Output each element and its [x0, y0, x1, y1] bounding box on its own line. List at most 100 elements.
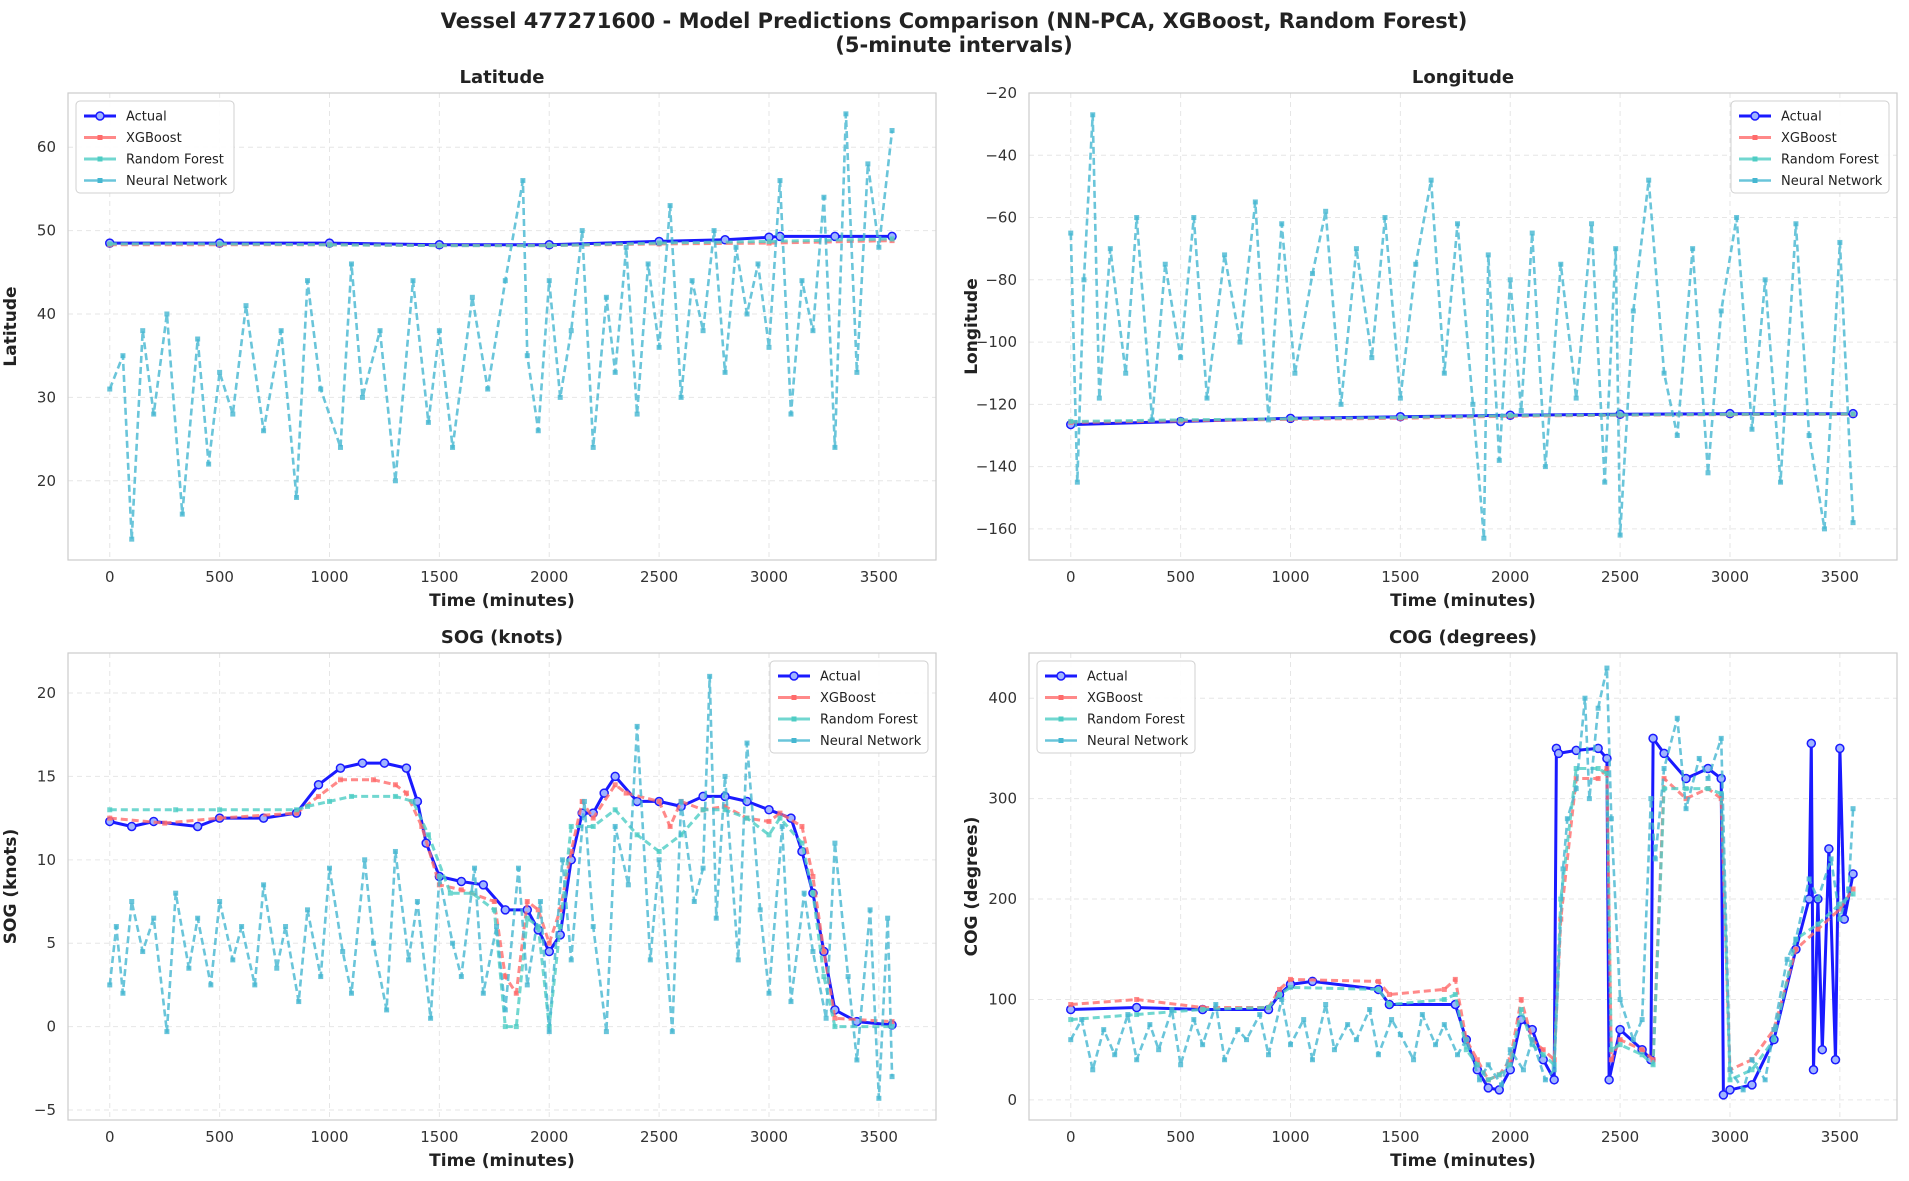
random-forest-point — [326, 798, 332, 804]
legend-marker — [1058, 738, 1064, 743]
x-tick-label: 0 — [105, 1128, 115, 1146]
legend-label: XGBoost — [820, 691, 876, 706]
x-tick-label: 1000 — [310, 1128, 348, 1146]
random-forest-point — [612, 807, 618, 813]
neural-network-point — [217, 369, 223, 375]
y-axis-label: Longitude — [962, 278, 982, 375]
x-tick-label: 3000 — [750, 568, 788, 586]
neural-network-point — [1369, 355, 1375, 361]
actual-point — [1725, 1085, 1735, 1095]
neural-network-point — [305, 278, 311, 284]
neural-network-point — [1661, 370, 1667, 376]
xgboost-point — [799, 823, 805, 829]
random-forest-point — [1837, 901, 1843, 907]
y-tick-label: 0 — [1007, 1091, 1017, 1109]
neural-network-point — [1749, 426, 1755, 432]
neural-network-point — [252, 982, 258, 988]
x-axis-label: Time (minutes) — [1390, 1151, 1536, 1171]
neural-network-point — [1441, 370, 1447, 376]
xgboost-point — [612, 782, 618, 788]
neural-network-point — [1837, 239, 1843, 245]
legend-marker — [1752, 178, 1758, 183]
random-forest-point — [1496, 1072, 1502, 1078]
actual-point — [456, 876, 467, 887]
random-forest-point — [1850, 411, 1856, 417]
neural-network-point — [590, 924, 596, 930]
random-forest-line — [109, 237, 893, 248]
y-tick-label: −60 — [985, 209, 1017, 227]
actual-point — [1824, 844, 1834, 854]
y-tick-label: 30 — [37, 388, 56, 406]
panel-title: SOG (knots) — [441, 627, 563, 648]
random-forest-point — [1617, 1042, 1623, 1048]
neural-network-point — [195, 336, 201, 342]
random-forest-point — [1441, 996, 1447, 1002]
neural-network-point — [318, 386, 324, 392]
actual-point — [1571, 745, 1581, 756]
neural-network-point — [1652, 856, 1658, 862]
xgboost-point — [217, 815, 223, 821]
random-forest-point — [1452, 991, 1458, 997]
random-forest-point — [1727, 1077, 1733, 1083]
neural-network-point — [656, 344, 662, 350]
neural-network-point — [1771, 1027, 1777, 1033]
neural-network-point — [208, 982, 214, 988]
actual-point — [357, 758, 368, 768]
y-tick-label: 200 — [988, 890, 1017, 908]
neural-network-point — [1292, 370, 1298, 376]
xgboost-point — [1661, 776, 1667, 782]
legend-label: Actual — [820, 670, 861, 685]
neural-network-point — [1397, 1032, 1403, 1038]
xgboost-point — [1068, 1002, 1074, 1008]
neural-network-point — [537, 899, 543, 905]
xgboost-point — [1386, 991, 1392, 997]
random-forest-point — [348, 793, 354, 799]
neural-network-point — [634, 723, 640, 729]
actual-point — [610, 771, 620, 782]
x-tick-label: 2000 — [1491, 1128, 1529, 1146]
neural-network-point — [318, 974, 324, 980]
actual-point — [1483, 1083, 1494, 1093]
y-tick-label: 0 — [46, 1018, 56, 1036]
random-forest-point — [217, 807, 223, 813]
neural-network-point — [1301, 1017, 1307, 1023]
random-forest-point — [1507, 1062, 1513, 1068]
neural-network-point — [107, 982, 113, 988]
random-forest-point — [513, 1024, 519, 1030]
neural-network-point — [1762, 1077, 1768, 1083]
y-tick-label: −140 — [976, 458, 1017, 476]
neural-network-point — [206, 461, 212, 467]
random-forest-point — [1639, 1052, 1645, 1058]
y-tick-label: −120 — [976, 395, 1017, 413]
random-forest-point — [744, 815, 750, 821]
neural-network-point — [1162, 261, 1168, 267]
legend-label: Neural Network — [820, 734, 922, 749]
neural-network-point — [129, 899, 135, 905]
neural-network-point — [667, 203, 673, 209]
neural-network-point — [779, 823, 785, 829]
neural-network-point — [757, 907, 763, 913]
neural-network-point — [744, 311, 750, 317]
neural-network-point — [362, 857, 368, 863]
random-forest-point — [1287, 984, 1293, 990]
y-tick-label: 100 — [988, 990, 1017, 1008]
xgboost-point — [821, 949, 827, 955]
xgboost-point — [766, 818, 772, 824]
neural-network-point — [810, 949, 816, 955]
xgboost-point — [1474, 1057, 1480, 1063]
random-forest-point — [107, 241, 113, 247]
actual-point — [478, 880, 489, 890]
random-forest-point — [889, 1024, 895, 1030]
neural-network-point — [1411, 1057, 1417, 1063]
cog-panel: 0 500 1000 1500 2000 2500 3000 3500 0 100 200 300 40… — [962, 627, 1898, 1171]
random-forest-point — [392, 793, 398, 799]
neural-network-point — [766, 990, 772, 996]
legend-box — [75, 100, 235, 194]
x-tick-label: 2500 — [640, 1128, 678, 1146]
neural-network-point — [557, 394, 563, 400]
neural-network-point — [766, 344, 772, 350]
random-forest-point — [425, 832, 431, 838]
random-forest-point — [502, 1024, 508, 1030]
neural-network-point — [107, 386, 113, 392]
xgboost-point — [1277, 986, 1283, 992]
